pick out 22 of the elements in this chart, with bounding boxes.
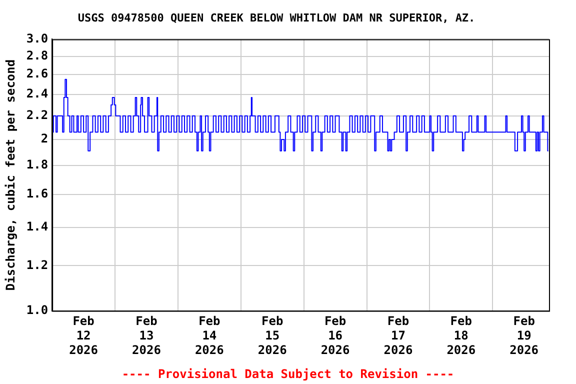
- y-tick-label: 1.8: [26, 158, 48, 172]
- text: ---- Provisional Data Subject to Revision ----: [122, 367, 454, 381]
- x-tick-label: Feb 14 2026: [194, 314, 224, 357]
- y-tick-label: 2: [40, 132, 48, 146]
- x-tick-label: Feb 12 2026: [69, 314, 98, 357]
- x-tick-label: Feb 17 2026: [384, 314, 413, 357]
- y-tick-label: 3.0: [26, 31, 48, 46]
- chart-title: USGS 09478500 QUEEN CREEK BELOW WHITLOW DAM NR SUPERIOR, AZ.: [78, 11, 476, 24]
- y-tick-label: 2.8: [26, 48, 48, 62]
- x-tick-label: Feb 15 2026: [258, 314, 287, 357]
- y-tick-label: 2.4: [26, 86, 48, 100]
- y-tick-label: 1.0: [26, 302, 48, 317]
- y-tick-label: 2.6: [26, 66, 48, 81]
- x-tick-label: Feb 18 2026: [446, 314, 476, 357]
- x-tick-label: Feb 13 2026: [132, 314, 161, 357]
- y-tick-label: 1.2: [26, 258, 48, 272]
- x-tick-label: Feb 16 2026: [320, 314, 350, 357]
- y-tick-label: 2.2: [26, 108, 48, 122]
- y-tick-label: 1.6: [26, 186, 48, 201]
- y-axis-title: Discharge, cubic feet per second: [3, 59, 18, 291]
- y-tick-label: 1.4: [26, 220, 48, 234]
- x-tick-label: Feb 19 2026: [510, 314, 539, 357]
